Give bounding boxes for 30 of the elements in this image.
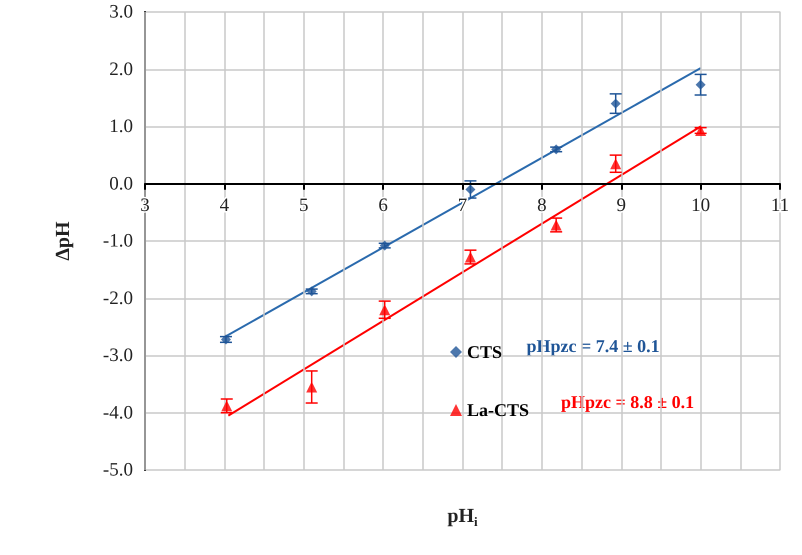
y-axis-title: ΔpH <box>52 220 74 261</box>
point <box>379 304 390 316</box>
legend-label: CTS <box>467 342 502 362</box>
x-tick-label: 9 <box>616 194 626 216</box>
y-tick-label: -5.0 <box>102 460 133 480</box>
y-tick-label: -1.0 <box>102 230 133 252</box>
x-tick-label: 8 <box>537 194 547 216</box>
y-tick-label: -4.0 <box>102 402 133 424</box>
x-tick-label: 4 <box>220 194 230 216</box>
point <box>551 144 562 154</box>
y-tick-label: 3.0 <box>109 2 133 22</box>
x-tick-label: 10 <box>691 194 710 216</box>
point <box>306 381 318 392</box>
point <box>696 80 706 90</box>
y-tick-label: -2.0 <box>102 288 133 309</box>
y-tick-label: -3.0 <box>102 345 133 366</box>
point <box>610 98 621 109</box>
x-tick-label: 5 <box>299 194 308 216</box>
y-tick-label: 2.0 <box>109 58 133 80</box>
y-tick-label: 1.0 <box>109 116 133 137</box>
point <box>464 252 476 263</box>
point <box>465 184 476 194</box>
point <box>550 219 562 230</box>
x-tick-label: 11 <box>770 194 790 216</box>
y-tick-label: 0.0 <box>109 173 133 194</box>
legend-label: La-CTS <box>467 400 530 420</box>
point <box>306 286 317 296</box>
x-tick-label: 6 <box>378 194 388 216</box>
point <box>610 158 622 170</box>
point <box>220 334 231 344</box>
